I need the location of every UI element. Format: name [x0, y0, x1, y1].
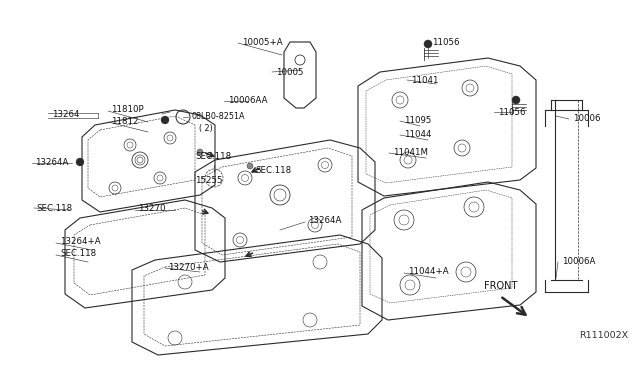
Text: 13270+A: 13270+A [168, 263, 209, 273]
Text: 10006: 10006 [573, 113, 600, 122]
Text: 11044: 11044 [404, 129, 431, 138]
Text: 11810P: 11810P [111, 105, 143, 113]
Text: 13264+A: 13264+A [60, 237, 100, 246]
Text: 11095: 11095 [404, 115, 431, 125]
Text: 15255: 15255 [195, 176, 223, 185]
Text: 11056: 11056 [432, 38, 460, 46]
Text: ( 2): ( 2) [199, 124, 212, 132]
Circle shape [512, 96, 520, 104]
Text: 13264: 13264 [52, 109, 79, 119]
Text: 10005+A: 10005+A [242, 38, 283, 46]
Text: 13264A: 13264A [35, 157, 68, 167]
Text: 11041: 11041 [411, 76, 438, 84]
Text: 10005: 10005 [276, 67, 303, 77]
Circle shape [424, 40, 432, 48]
Text: 11041M: 11041M [393, 148, 428, 157]
Text: 10006A: 10006A [562, 257, 595, 266]
Text: SEC.118: SEC.118 [60, 250, 96, 259]
Circle shape [197, 149, 203, 155]
Text: 13264A: 13264A [308, 215, 341, 224]
Text: 11056: 11056 [498, 108, 525, 116]
Text: 11044+A: 11044+A [408, 267, 449, 276]
Circle shape [161, 116, 169, 124]
Text: 11812: 11812 [111, 116, 138, 125]
Circle shape [247, 163, 253, 169]
Text: FRONT: FRONT [484, 281, 517, 291]
Text: 10006AA: 10006AA [228, 96, 268, 105]
Circle shape [76, 158, 84, 166]
Text: R111002X: R111002X [579, 331, 628, 340]
Text: SEC.118: SEC.118 [255, 166, 291, 174]
Text: 13270: 13270 [138, 203, 166, 212]
Text: SEC.118: SEC.118 [195, 151, 231, 160]
Text: SEC.118: SEC.118 [36, 203, 72, 212]
Text: 08LB0-8251A: 08LB0-8251A [191, 112, 244, 121]
